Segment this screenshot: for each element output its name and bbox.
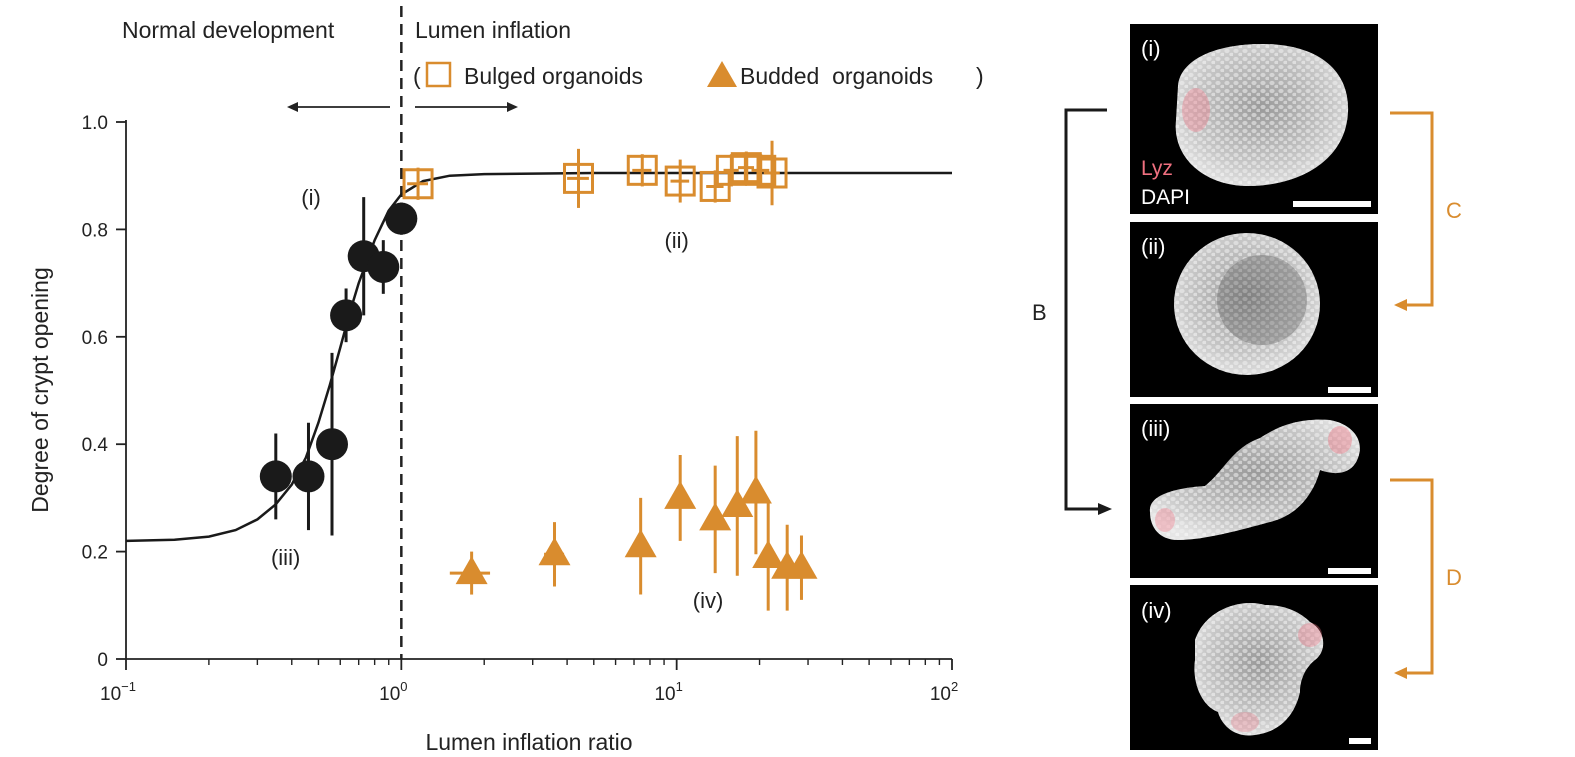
data-point (664, 480, 697, 509)
region-label-normal: Normal development (122, 17, 335, 43)
data-point (538, 537, 571, 566)
y-tick-label: 0.4 (82, 435, 109, 456)
x-tick-label: 102 (930, 679, 958, 705)
y-ticks: 0 0.2 0.4 0.6 0.8 1.0 (82, 113, 126, 671)
legend-lyz: Lyz (1141, 157, 1173, 180)
data-point (664, 165, 696, 197)
y-tick-label: 0.8 (82, 220, 108, 241)
point-annotations: (i) (ii) (iii) (iv) (271, 185, 723, 613)
scale-bar (1293, 201, 1371, 207)
crypt-opening-chart: Normal development Lumen inflation ( Bul… (27, 6, 984, 755)
data-marks (259, 140, 818, 611)
panel-label-ii: (ii) (1141, 234, 1165, 259)
organoid-image-panels: (i) Lyz DAPI (ii) (iii) (1032, 24, 1462, 750)
scale-bar (1328, 387, 1371, 393)
bracket-c: C (1390, 111, 1462, 311)
legend-marker-budded (707, 61, 737, 87)
y-tick-label: 1.0 (82, 113, 108, 134)
data-point (756, 157, 788, 189)
point-annotation: (ii) (664, 228, 688, 253)
data-point (699, 502, 732, 531)
series-filled-circle (259, 197, 418, 536)
scale-bar (1328, 568, 1371, 574)
panel-label-i: (i) (1141, 36, 1161, 61)
data-point (752, 539, 785, 568)
image-panel-ii: (ii) (1130, 222, 1378, 397)
x-tick-label: 101 (654, 679, 682, 705)
data-point (292, 460, 325, 493)
series-filled-triangle (449, 430, 818, 611)
data-point (402, 168, 434, 200)
y-tick-label: 0 (97, 650, 108, 671)
bracket-d: D (1390, 478, 1462, 679)
data-point (367, 250, 400, 283)
point-annotation: (i) (301, 185, 321, 210)
chart-legend: ( Bulged organoids Budded organoids ) (413, 61, 984, 89)
data-point (562, 162, 594, 194)
region-label-inflation: Lumen inflation (415, 17, 571, 43)
point-annotation: (iv) (693, 588, 724, 613)
data-point (624, 529, 657, 558)
bracket-b: B (1032, 108, 1112, 515)
x-tick-label: 100 (379, 679, 407, 705)
image-panel-iv: (iv) (1130, 585, 1378, 750)
data-point (626, 154, 658, 186)
panel-label-iv: (iv) (1141, 598, 1172, 623)
region-arrow-left (287, 102, 390, 112)
data-point (739, 475, 772, 504)
x-ticks: 10−1 100 101 102 (100, 659, 958, 705)
image-panel-iii: (iii) (1130, 404, 1378, 578)
series-open-square (402, 140, 788, 208)
legend-label-budded: Budded organoids (740, 63, 933, 89)
y-tick-label: 0.6 (82, 328, 108, 349)
data-point (745, 154, 777, 186)
x-axis-label: Lumen inflation ratio (425, 729, 632, 755)
data-point (721, 488, 754, 517)
bracket-b-label: B (1032, 300, 1047, 325)
data-point (385, 202, 418, 235)
data-point (455, 556, 488, 585)
data-point (699, 170, 731, 202)
data-point (316, 428, 349, 461)
y-tick-label: 0.2 (82, 543, 108, 564)
fit-curve (125, 171, 952, 543)
legend-dapi: DAPI (1141, 186, 1190, 209)
image-panel-i: (i) Lyz DAPI (1130, 24, 1378, 214)
point-annotation: (iii) (271, 545, 300, 570)
bracket-d-label: D (1446, 565, 1462, 590)
data-point (259, 460, 292, 493)
legend-open-paren: ( (413, 63, 421, 89)
y-axis-label: Degree of crypt opening (27, 267, 53, 513)
legend-marker-bulged (425, 61, 452, 88)
data-point (330, 299, 363, 332)
panel-label-iii: (iii) (1141, 416, 1170, 441)
region-arrow-right (415, 102, 518, 112)
x-tick-label: 10−1 (100, 679, 136, 705)
legend-label-bulged: Bulged organoids (464, 63, 643, 89)
bracket-c-label: C (1446, 198, 1462, 223)
data-point (785, 550, 818, 579)
scale-bar (1349, 738, 1371, 744)
legend-close-paren: ) (976, 63, 984, 89)
